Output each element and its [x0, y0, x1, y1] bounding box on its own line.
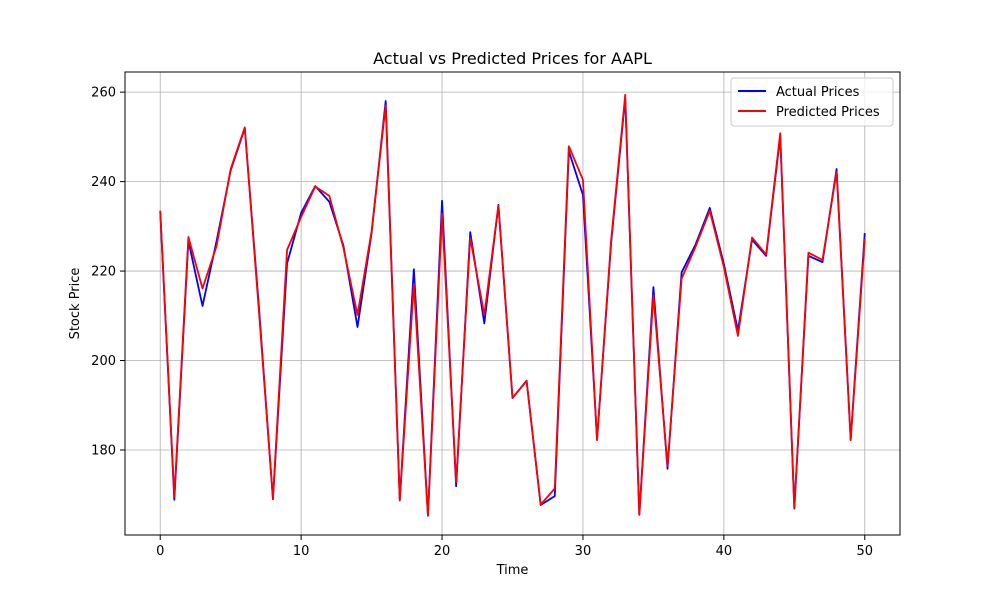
y-tick-label: 180: [91, 444, 116, 459]
x-axis-ticks: 0 10 20 30 40 50: [156, 535, 873, 559]
x-tick-label: 30: [575, 544, 592, 559]
x-tick-label: 10: [293, 544, 310, 559]
x-axis-label: Time: [496, 563, 529, 578]
legend-label-predicted: Predicted Prices: [776, 105, 880, 120]
y-tick-label: 220: [91, 265, 116, 280]
y-axis-label: Stock Price: [68, 268, 83, 340]
y-tick-label: 260: [91, 86, 116, 101]
legend-box: [730, 77, 894, 127]
legend: Actual Prices Predicted Prices: [730, 77, 894, 127]
series-line-predicted-prices: [159, 93, 866, 517]
y-tick-label: 200: [91, 354, 116, 369]
plot-area-frame: [124, 71, 901, 536]
x-tick-label: 50: [856, 544, 873, 559]
y-tick-label: 240: [91, 175, 116, 190]
x-tick-label: 0: [156, 544, 164, 559]
x-tick-label: 40: [716, 544, 733, 559]
series-lines: [159, 93, 866, 517]
legend-label-actual: Actual Prices: [776, 85, 860, 100]
y-axis-ticks: 180 200 220 240 260: [91, 86, 125, 459]
chart-title: Actual vs Predicted Prices for AAPL: [373, 49, 652, 68]
x-tick-label: 20: [434, 544, 451, 559]
